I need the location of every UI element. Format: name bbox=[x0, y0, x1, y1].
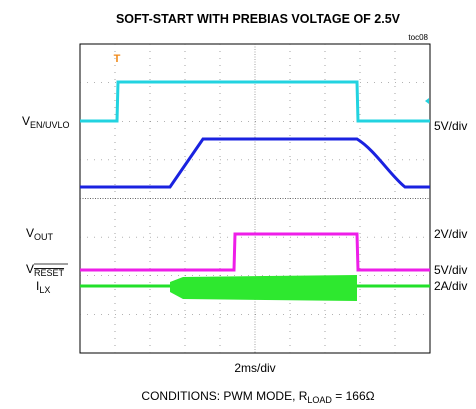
figure-id: toc08 bbox=[408, 33, 428, 42]
timebase: 2ms/div bbox=[234, 361, 275, 375]
trigger-level bbox=[425, 98, 429, 104]
scope-grid bbox=[79, 43, 431, 354]
en-trace bbox=[80, 80, 430, 123]
trigger-marker: T bbox=[114, 53, 121, 65]
ch3-scale: 5V/div bbox=[434, 263, 467, 277]
ch4-label: ILX bbox=[36, 279, 50, 295]
ch1-scale: 5V/div bbox=[434, 119, 467, 133]
vout-trace-top bbox=[80, 137, 430, 189]
title: SOFT-START WITH PREBIAS VOLTAGE OF 2.5V bbox=[116, 12, 401, 26]
ch4-scale: 2A/div bbox=[434, 279, 467, 293]
ch1-label: VEN/UVLO bbox=[22, 114, 70, 130]
conditions: CONDITIONS: PWM MODE, RLOAD = 166Ω bbox=[141, 389, 374, 405]
ch2-label: VOUT bbox=[26, 226, 54, 242]
reset-trace bbox=[80, 232, 430, 272]
ch2-scale: 2V/div bbox=[434, 227, 467, 241]
ch3-label: VRESET bbox=[26, 262, 65, 278]
ilx-burst bbox=[170, 275, 357, 301]
